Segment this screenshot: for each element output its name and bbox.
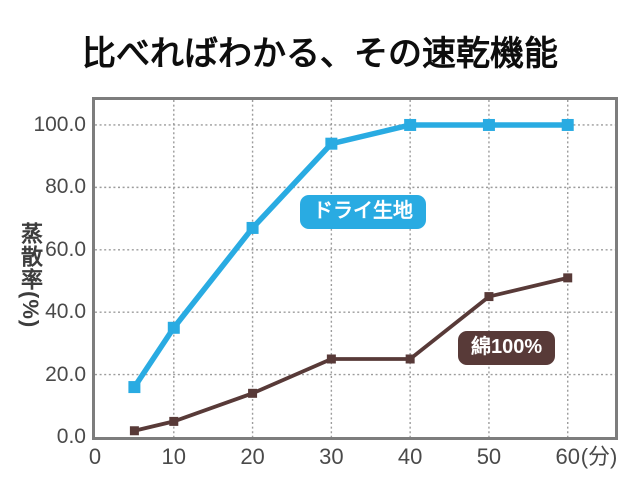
series-label-cotton-100: 綿100% — [458, 331, 556, 365]
data-point-marker — [246, 221, 259, 234]
y-axis-title: 蒸散率(%) — [18, 222, 43, 329]
x-tick-label: 0 — [88, 444, 102, 469]
y-tick-label: 20.0 — [45, 362, 86, 386]
plot-svg — [95, 100, 615, 437]
y-tick-label: 100.0 — [33, 112, 86, 136]
x-tick-label: 60 — [555, 444, 580, 469]
chart-title: 比べればわかる、その速乾機能 — [82, 35, 558, 73]
series-label-dry-fabric: ドライ生地 — [300, 195, 426, 229]
data-point-marker — [128, 381, 141, 394]
y-tick-label: 0.0 — [56, 425, 86, 448]
x-tick-label: 50 — [476, 444, 502, 469]
y-tick-label: 80.0 — [45, 175, 86, 199]
x-tick-label: 10 — [161, 444, 187, 469]
data-point-marker — [326, 354, 336, 364]
data-point-marker — [482, 118, 495, 131]
data-point-marker — [484, 292, 494, 302]
data-point-marker — [405, 354, 415, 364]
data-point-marker — [404, 118, 417, 131]
data-point-marker — [167, 321, 180, 334]
data-point-marker — [248, 388, 258, 398]
x-tick-label: 20 — [240, 444, 265, 469]
data-point-marker — [169, 416, 179, 426]
y-tick-label: 40.0 — [45, 300, 86, 324]
y-tick-label: 60.0 — [45, 237, 86, 261]
plot-area: ドライ生地 綿100% — [92, 97, 618, 440]
x-tick-label: 40 — [397, 444, 423, 469]
data-point-marker — [563, 273, 573, 283]
x-axis-unit: (分) — [580, 444, 618, 469]
x-tick-label: 30 — [319, 444, 344, 469]
data-point-marker — [325, 137, 338, 150]
data-point-marker — [129, 426, 139, 436]
data-point-marker — [561, 118, 574, 131]
